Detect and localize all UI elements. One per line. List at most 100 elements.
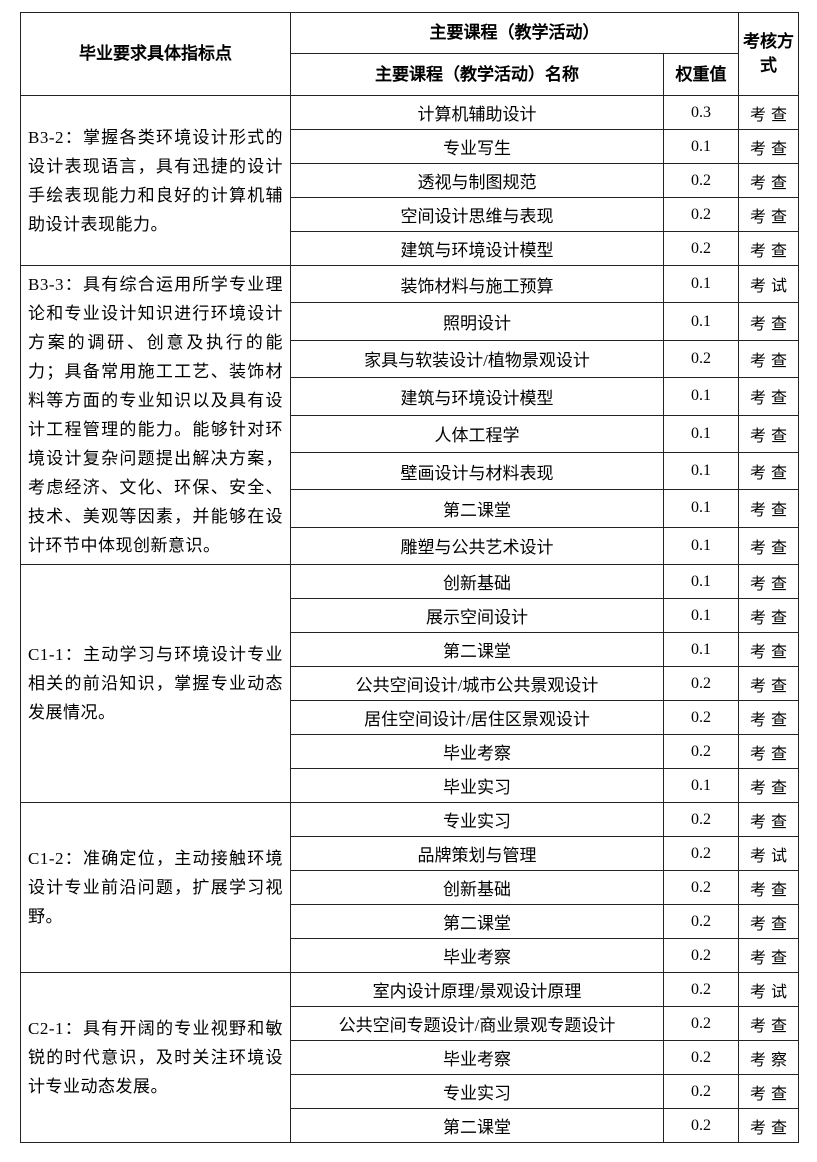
course-row: 公共空间专题设计/商业景观专题设计 0.2 考查	[21, 1006, 799, 1041]
course-row: C1-2：准确定位，主动接触环境设计专业前沿问题，扩展学习视野。 专业实习 0.2 考…	[20, 802, 799, 973]
course-row: 建筑与环境设计模型 0.1 考查	[21, 377, 799, 416]
course-weight-cell: 0.2	[663, 1074, 739, 1109]
course-weight-cell: 0.1	[663, 451, 739, 491]
course-row: 第二课堂 0.2 考查	[21, 1108, 799, 1143]
course-name-cell: 专业实习	[290, 802, 664, 837]
indicator-cell: C1-1：主动学习与环境设计专业相关的前沿知识，掌握专业动态发展情况。	[20, 564, 291, 803]
course-weight-cell: 0.2	[663, 1040, 739, 1075]
indicator-cell: B3-3：具有综合运用所学专业理论和专业设计知识进行环境设计方案的调研、创意及执…	[20, 265, 291, 565]
course-name-cell: 壁画设计与材料表现	[290, 451, 664, 491]
course-assessment-cell: 考查	[738, 1074, 799, 1109]
course-row: 毕业考察 0.2 考查	[21, 938, 799, 973]
course-row: 专业实习 0.2 考查	[21, 1074, 799, 1109]
course-assessment-cell: 考查	[738, 666, 799, 701]
course-assessment-cell: 考查	[738, 451, 799, 491]
course-row: C2-1：具有开阔的专业视野和敏锐的时代意识，及时关注环境设计专业动态发展。 室内…	[20, 972, 799, 1143]
course-row: 建筑与环境设计模型 0.2 考查	[21, 231, 799, 266]
course-row: 毕业实习 0.1 考查	[21, 768, 799, 803]
course-weight-cell: 0.1	[663, 302, 739, 341]
course-name-cell: 毕业考察	[290, 1040, 664, 1075]
course-name-cell: 专业实习	[290, 1074, 664, 1109]
course-weight-cell: 0.1	[663, 526, 739, 566]
course-assessment-cell: 考查	[738, 632, 799, 667]
indicator-cell: C2-1：具有开阔的专业视野和敏锐的时代意识，及时关注环境设计专业动态发展。	[20, 972, 291, 1143]
course-weight-cell: 0.2	[663, 972, 739, 1007]
course-assessment-cell: 考查	[738, 1006, 799, 1041]
course-assessment-cell: 考查	[738, 197, 799, 232]
indicator-cell: C1-2：准确定位，主动接触环境设计专业前沿问题，扩展学习视野。	[20, 802, 291, 973]
course-row: 第二课堂 0.1 考查	[21, 632, 799, 667]
course-assessment-cell: 考查	[738, 734, 799, 769]
course-assessment-cell: 考查	[738, 129, 799, 164]
course-assessment-cell: 考查	[738, 768, 799, 803]
course-weight-cell: 0.2	[663, 1108, 739, 1143]
course-assessment-cell: 考查	[738, 414, 799, 453]
course-assessment-cell: 考查	[738, 938, 799, 973]
course-name-cell: 创新基础	[290, 870, 664, 905]
course-assessment-cell: 考查	[738, 802, 799, 837]
course-weight-cell: 0.2	[663, 339, 739, 379]
course-weight-cell: 0.2	[663, 904, 739, 939]
course-name-cell: 公共空间专题设计/商业景观专题设计	[290, 1006, 664, 1041]
course-weight-cell: 0.2	[663, 163, 739, 198]
course-name-cell: 专业写生	[290, 129, 664, 164]
course-name-cell: 雕塑与公共艺术设计	[290, 526, 664, 566]
course-name-cell: 品牌策划与管理	[290, 836, 664, 871]
course-name-cell: 家具与软装设计/植物景观设计	[290, 339, 664, 379]
course-weight-cell: 0.2	[663, 802, 739, 837]
course-assessment-cell: 考查	[738, 870, 799, 905]
header-indicator-column: 毕业要求具体指标点	[20, 12, 291, 96]
course-name-cell: 第二课堂	[290, 1108, 664, 1143]
course-assessment-cell: 考查	[738, 302, 799, 341]
header-course-name-column: 主要课程（教学活动）名称	[290, 53, 664, 96]
course-weight-cell: 0.2	[663, 666, 739, 701]
course-name-cell: 创新基础	[290, 564, 664, 599]
course-assessment-cell: 考查	[738, 489, 799, 528]
course-weight-cell: 0.2	[663, 197, 739, 232]
course-weight-cell: 0.2	[663, 836, 739, 871]
course-name-cell: 毕业考察	[290, 938, 664, 973]
table-body: B3-2：掌握各类环境设计形式的设计表现语言，具有迅捷的设计手绘表现能力和良好的…	[20, 95, 799, 1143]
course-weight-cell: 0.1	[663, 264, 739, 304]
course-assessment-cell: 考查	[738, 1108, 799, 1143]
course-name-cell: 室内设计原理/景观设计原理	[290, 972, 664, 1007]
course-weight-cell: 0.1	[663, 632, 739, 667]
course-assessment-cell: 考查	[738, 904, 799, 939]
course-assessment-cell: 考试	[738, 264, 799, 304]
course-assessment-cell: 考查	[738, 339, 799, 379]
course-name-cell: 照明设计	[290, 302, 664, 341]
course-assessment-cell: 考查	[738, 526, 799, 566]
course-assessment-cell: 考察	[738, 1040, 799, 1075]
course-row: 创新基础 0.2 考查	[21, 870, 799, 905]
course-weight-cell: 0.1	[663, 129, 739, 164]
course-weight-cell: 0.3	[663, 95, 739, 130]
course-weight-cell: 0.1	[663, 564, 739, 599]
course-assessment-cell: 考查	[738, 95, 799, 130]
header-courses-group: 主要课程（教学活动）	[290, 12, 739, 54]
course-name-cell: 毕业考察	[290, 734, 664, 769]
course-weight-cell: 0.2	[663, 938, 739, 973]
course-weight-cell: 0.2	[663, 870, 739, 905]
curriculum-table: 毕业要求具体指标点 主要课程（教学活动） 考核方式 主要课程（教学活动）名称 权…	[20, 12, 799, 1143]
course-row: 第二课堂 0.1 考查	[21, 489, 799, 528]
course-name-cell: 居住空间设计/居住区景观设计	[290, 700, 664, 735]
course-name-cell: 透视与制图规范	[290, 163, 664, 198]
course-weight-cell: 0.1	[663, 768, 739, 803]
course-assessment-cell: 考查	[738, 598, 799, 633]
course-assessment-cell: 考查	[738, 377, 799, 416]
course-name-cell: 展示空间设计	[290, 598, 664, 633]
course-assessment-cell: 考试	[738, 972, 799, 1007]
course-name-cell: 装饰材料与施工预算	[290, 264, 664, 304]
course-weight-cell: 0.2	[663, 734, 739, 769]
course-row: B3-2：掌握各类环境设计形式的设计表现语言，具有迅捷的设计手绘表现能力和良好的…	[20, 95, 799, 266]
course-name-cell: 毕业实习	[290, 768, 664, 803]
course-row: 空间设计思维与表现 0.2 考查	[21, 197, 799, 232]
course-assessment-cell: 考试	[738, 836, 799, 871]
header-row-1: 毕业要求具体指标点 主要课程（教学活动） 考核方式	[20, 12, 799, 96]
course-name-cell: 建筑与环境设计模型	[290, 231, 664, 266]
header-weight-column: 权重值	[663, 53, 739, 96]
course-name-cell: 第二课堂	[290, 489, 664, 528]
course-assessment-cell: 考查	[738, 163, 799, 198]
course-row: B3-3：具有综合运用所学专业理论和专业设计知识进行环境设计方案的调研、创意及执…	[20, 264, 799, 565]
